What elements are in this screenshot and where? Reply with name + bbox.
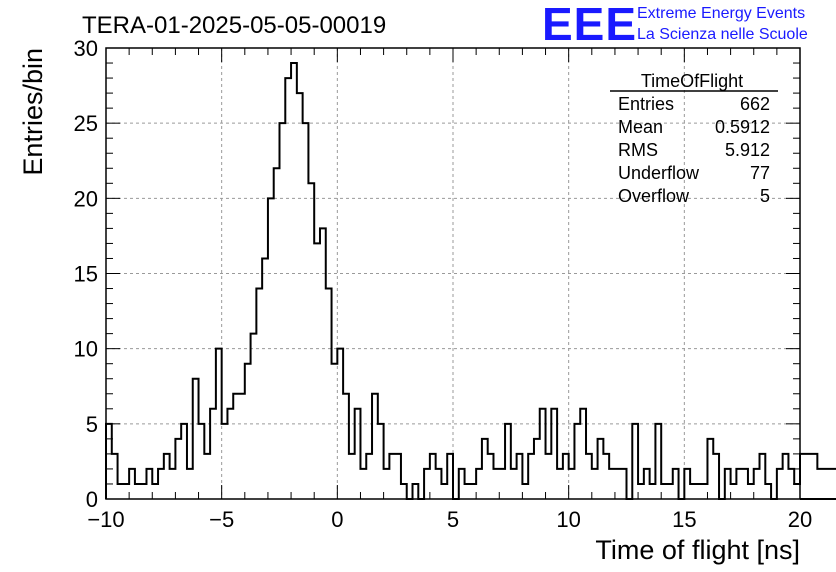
y-tick-label: 25	[74, 111, 98, 136]
eee-logo: EEE Extreme Energy Events La Scienza nel…	[542, 0, 808, 50]
stats-value: 5	[760, 186, 770, 206]
stats-box: TimeOfFlight Entries 662 Mean 0.5912 RMS 5.91…	[610, 71, 778, 206]
y-axis-title: Entries/bin	[18, 48, 48, 176]
stats-rows: Entries 662 Mean 0.5912 RMS 5.912 Underflow 77 O…	[618, 94, 770, 206]
stats-title: TimeOfFlight	[641, 71, 743, 91]
stats-label: Underflow	[618, 163, 700, 183]
x-tick-label: 0	[331, 507, 343, 532]
stats-label: Overflow	[618, 186, 690, 206]
stats-label: Mean	[618, 117, 663, 137]
x-tick-label: −5	[209, 507, 234, 532]
stats-value: 5.912	[725, 140, 770, 160]
logo-line-1: Extreme Energy Events	[637, 5, 805, 22]
x-tick-labels: −10 −5 0 5 10 15 20	[87, 507, 812, 532]
y-tick-label: 0	[86, 487, 98, 512]
y-tick-label: 5	[86, 412, 98, 437]
y-tick-label: 30	[74, 36, 98, 61]
x-tick-label: 15	[672, 507, 696, 532]
y-tick-label: 15	[74, 262, 98, 287]
x-axis-title: Time of flight [ns]	[595, 535, 800, 565]
x-tick-label: 10	[556, 507, 580, 532]
stats-label: Entries	[618, 94, 674, 114]
stats-value: 662	[740, 94, 770, 114]
chart-title: TERA-01-2025-05-05-00019	[82, 12, 386, 39]
y-tick-label: 10	[74, 337, 98, 362]
stats-value: 77	[750, 163, 770, 183]
y-tick-labels: 0 5 10 15 20 25 30	[74, 36, 98, 512]
stats-label: RMS	[618, 140, 658, 160]
x-tick-label: 20	[788, 507, 812, 532]
plot-frame	[105, 47, 801, 500]
x-tick-label: 5	[447, 507, 459, 532]
logo-line-2: La Scienza nelle Scuole	[637, 26, 808, 43]
stats-value: 0.5912	[715, 117, 770, 137]
logo-letters: EEE	[542, 0, 637, 50]
histogram-line	[105, 62, 836, 500]
y-tick-label: 20	[74, 186, 98, 211]
x-tick-label: −10	[87, 507, 124, 532]
